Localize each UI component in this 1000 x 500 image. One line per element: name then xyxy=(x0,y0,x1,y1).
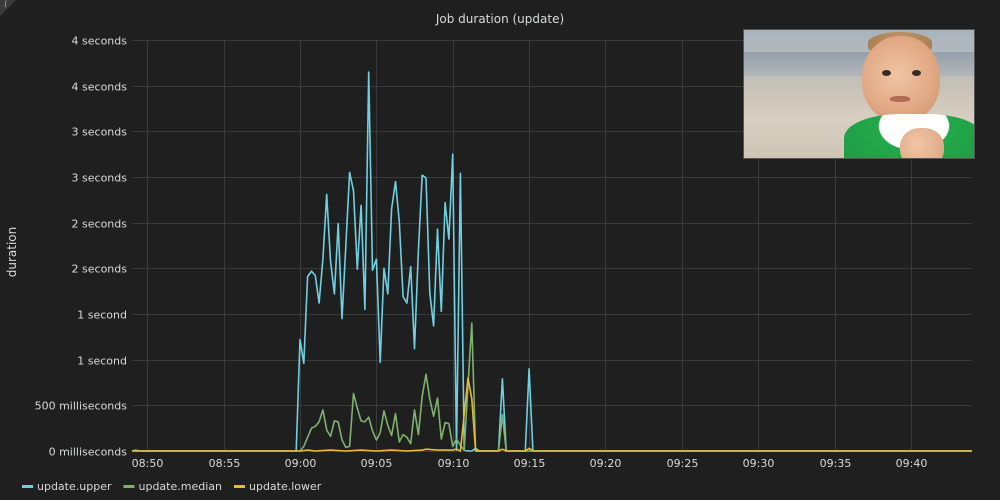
series-line-update-median xyxy=(132,322,972,452)
x-tick-label: 09:05 xyxy=(361,457,393,470)
x-tick-label: 09:25 xyxy=(667,457,699,470)
y-tick-label: 4 seconds xyxy=(72,81,128,94)
y-tick-label: 0 milliseconds xyxy=(49,446,128,459)
chart-title: Job duration (update) xyxy=(435,12,564,26)
legend-swatch xyxy=(123,485,135,488)
x-tick-label: 08:55 xyxy=(209,457,241,470)
embedded-photo xyxy=(743,29,975,159)
x-axis-ticks: 08:50 08:55 09:00 09:05 09:10 09:15 09:20 09:25… xyxy=(132,457,928,470)
legend: update.upper update.median update.lower xyxy=(22,480,322,493)
legend-label: update.lower xyxy=(249,480,322,493)
y-tick-label: 4 seconds xyxy=(72,35,128,48)
y-tick-label: 2 seconds xyxy=(72,263,128,276)
x-tick-label: 09:40 xyxy=(896,457,928,470)
legend-label: update.upper xyxy=(37,480,112,493)
y-tick-label: 3 seconds xyxy=(72,126,128,139)
y-axis-label: duration xyxy=(5,227,19,278)
legend-label: update.median xyxy=(138,480,222,493)
y-tick-label: 3 seconds xyxy=(72,172,128,185)
y-tick-label: 2 seconds xyxy=(72,218,128,231)
x-tick-label: 09:20 xyxy=(590,457,622,470)
series-line-update-lower xyxy=(132,377,972,452)
x-tick-label: 09:30 xyxy=(743,457,775,470)
x-tick-label: 09:00 xyxy=(285,457,317,470)
legend-swatch xyxy=(22,485,33,488)
y-tick-label: 1 second xyxy=(77,355,127,368)
x-tick-label: 09:35 xyxy=(820,457,852,470)
series-lines xyxy=(131,71,972,452)
legend-swatch xyxy=(233,485,245,488)
y-tick-label: 500 milliseconds xyxy=(35,400,128,413)
y-axis-ticks: 0 milliseconds 500 milliseconds 1 second 1 … xyxy=(35,35,128,459)
x-tick-label: 09:10 xyxy=(438,457,470,470)
series-line-update-upper xyxy=(131,71,972,452)
x-tick-label: 09:15 xyxy=(514,457,546,470)
x-tick-label: 08:50 xyxy=(132,457,164,470)
info-icon[interactable]: i xyxy=(0,0,16,16)
y-tick-label: 1 second xyxy=(77,309,127,322)
